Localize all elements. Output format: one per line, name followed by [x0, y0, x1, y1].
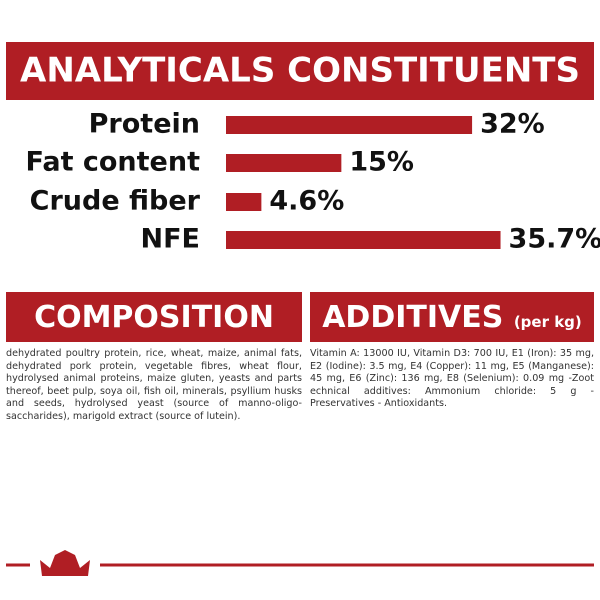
- additives-text: Vitamin A: 13000 IU, Vitamin D3: 700 IU,…: [310, 348, 594, 410]
- bar: [226, 154, 342, 172]
- additives-unit: (per kg): [513, 313, 582, 331]
- category-label: Crude fiber: [30, 186, 201, 217]
- title: ANALYTICALS CONSTITUENTS: [20, 51, 580, 91]
- category-label: Protein: [89, 109, 200, 140]
- category-label: NFE: [141, 224, 200, 255]
- title-banner: [6, 42, 594, 100]
- value-label: 32%: [480, 109, 545, 140]
- composition-title: COMPOSITION: [34, 299, 274, 335]
- value-label: 35.7%: [509, 224, 600, 255]
- bar: [226, 231, 501, 249]
- composition-banner: COMPOSITION: [6, 292, 302, 342]
- bar: [226, 193, 262, 211]
- additives-title: ADDITIVES: [322, 299, 504, 335]
- value-label: 15%: [349, 147, 414, 178]
- category-label: Fat content: [25, 147, 200, 178]
- bar: [226, 116, 473, 134]
- additives-banner: ADDITIVES (per kg): [310, 292, 594, 342]
- composition-text: dehydrated poultry protein, rice, wheat,…: [6, 348, 302, 422]
- value-label: 4.6%: [269, 186, 344, 217]
- crown-logo: [40, 550, 90, 576]
